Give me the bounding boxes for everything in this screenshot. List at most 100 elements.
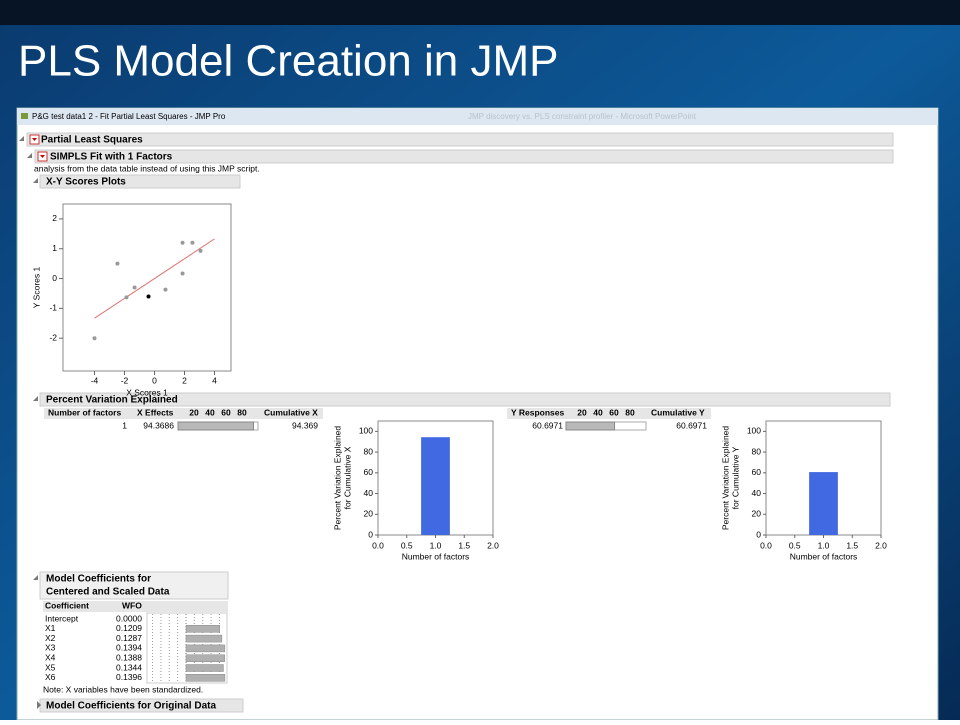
x-tick-label: 1.0 [430, 540, 442, 550]
bar-tick-label: 20 [189, 407, 199, 417]
coef-note: Note: X variables have been standardized… [43, 684, 203, 694]
table-header [44, 408, 323, 419]
point [132, 285, 137, 290]
bar-tick-label: 40 [593, 407, 603, 417]
x-tick-label: 2 [182, 375, 187, 385]
point [180, 240, 185, 245]
y-axis-label: Y Scores 1 [31, 267, 41, 309]
variation-title: Percent Variation Explained [46, 395, 178, 406]
y-tick-label: 80 [752, 446, 762, 456]
term: X6 [45, 672, 56, 682]
x-tick-label: 4 [212, 375, 217, 385]
y-tick-label: 20 [364, 509, 374, 519]
outline-header [39, 392, 891, 407]
table-header [507, 408, 711, 419]
plot-frame [62, 203, 232, 372]
bar [185, 644, 226, 653]
disclosure[interactable] [37, 701, 41, 709]
disclosure[interactable] [33, 178, 38, 183]
original-title: Model Coefficients for Original Data [46, 701, 216, 712]
cell: 94.369 [292, 420, 318, 430]
point [163, 287, 168, 292]
slide-title: PLS Model Creation in JMP [18, 37, 558, 86]
x-tick-label: 0.0 [760, 540, 772, 550]
bar [565, 421, 616, 431]
disclosure[interactable] [33, 575, 38, 580]
column-header: Y Responses [511, 407, 565, 417]
cell: 0.0000 [116, 613, 142, 623]
bar [421, 437, 450, 535]
bar [809, 472, 838, 535]
point [92, 336, 97, 341]
cell: 0.1287 [116, 633, 142, 643]
term: X5 [45, 662, 56, 672]
cell: 0.1209 [116, 623, 142, 633]
outline-header [34, 149, 894, 164]
column-header: X Effects [137, 407, 174, 417]
x-tick-label: 2.0 [875, 540, 887, 550]
column-header: Cumulative X [264, 407, 318, 417]
point [198, 248, 203, 253]
x-axis-label: X Scores 1 [126, 387, 168, 397]
y-axis-label: for Cumulative Y [730, 446, 740, 509]
column-header: WFO [122, 600, 142, 610]
note-line: analysis from the data table instead of … [34, 163, 260, 173]
x-tick-label: 0.5 [789, 540, 801, 550]
y-tick-label: -1 [49, 303, 57, 313]
y-tick-label: 0 [52, 273, 57, 283]
x-tick-label: 2.0 [487, 540, 499, 550]
y-tick-label: 80 [364, 446, 374, 456]
x-tick-label: -2 [121, 375, 129, 385]
x-tick-label: 1.5 [846, 540, 858, 550]
app-icon [21, 113, 28, 119]
point [180, 271, 185, 276]
outline-header [39, 571, 229, 600]
x-tick-label: 0.5 [401, 540, 413, 550]
scores-title: X-Y Scores Plots [46, 177, 126, 188]
bar-tick-label: 60 [609, 407, 619, 417]
bar-tick-label: 80 [625, 407, 635, 417]
cell: 0.1394 [116, 643, 142, 653]
y-axis-label: Percent Variation Explained [332, 426, 342, 531]
bar-tick-label: 60 [221, 407, 231, 417]
y-tick-label: 40 [364, 488, 374, 498]
cell: 60.6971 [532, 420, 563, 430]
y-tick-label: 0 [368, 529, 373, 539]
outline-header [26, 132, 894, 147]
bar [185, 654, 225, 662]
y-tick-label: 60 [752, 467, 762, 477]
term: X2 [45, 633, 56, 643]
y-tick-label: 60 [364, 467, 374, 477]
x-axis-label: Number of factors [790, 551, 858, 561]
y-tick-label: 1 [52, 243, 57, 253]
point [190, 240, 195, 245]
column-header: Number of factors [48, 407, 121, 417]
bar [185, 634, 223, 643]
y-tick-label: 2 [52, 213, 57, 223]
y-axis-label: for Cumulative X [342, 446, 352, 509]
cell: 0.1396 [116, 672, 142, 682]
term: Intercept [45, 613, 79, 623]
y-tick-label: 100 [359, 426, 373, 436]
fit-line [94, 238, 215, 319]
point [146, 294, 151, 299]
x-tick-label: 1.5 [458, 540, 470, 550]
cell: 60.6971 [676, 420, 707, 430]
coef-title: Model Coefficients for [46, 574, 151, 585]
y-tick-label: 100 [747, 426, 761, 436]
y-tick-label: 20 [752, 509, 762, 519]
x-tick-label: -4 [91, 375, 99, 385]
disclosure[interactable] [19, 136, 24, 141]
disclosure[interactable] [27, 153, 32, 158]
cell: 0.1344 [116, 662, 142, 672]
bar-tick-label: 80 [237, 407, 247, 417]
y-axis-label: Percent Variation Explained [720, 426, 730, 531]
y-tick-label: 0 [756, 529, 761, 539]
cell: 0.1388 [116, 652, 142, 662]
outline-header [39, 174, 241, 189]
x-tick-label: 1.0 [818, 540, 830, 550]
bar [185, 625, 220, 633]
window-title: P&G test data1 2 - Fit Partial Least Squ… [32, 112, 226, 121]
disclosure[interactable] [33, 396, 38, 401]
